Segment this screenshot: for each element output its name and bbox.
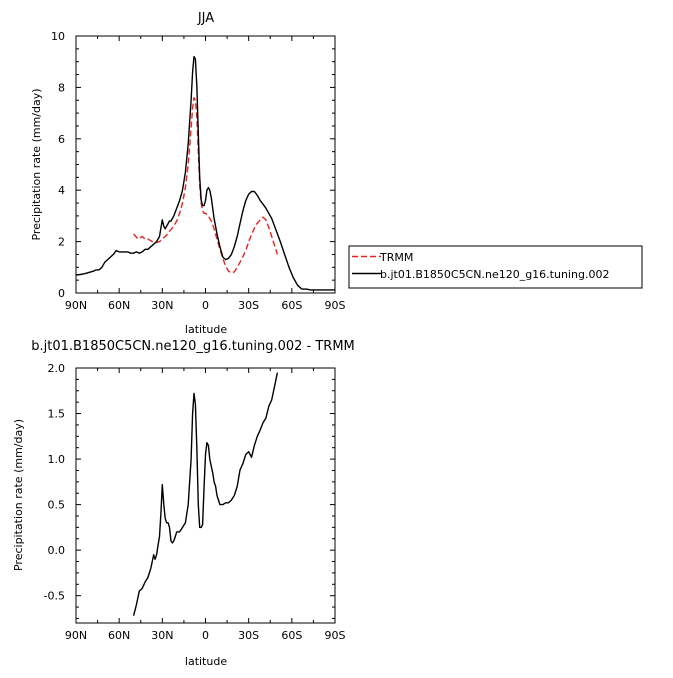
panel-bottom: b.jt01.B1850C5CN.ne120_g16.tuning.002 - … bbox=[12, 339, 355, 668]
x-tick-label: 30N bbox=[151, 629, 173, 642]
legend: TRMM b.jt01.B1850C5CN.ne120_g16.tuning.0… bbox=[348, 245, 643, 289]
series-line-model bbox=[75, 55, 335, 291]
x-tick-label: 90N bbox=[65, 629, 87, 642]
x-tick-label: 60S bbox=[281, 629, 302, 642]
panel-top: JJA Precipitation rate (mm/day) latitude… bbox=[30, 11, 346, 336]
x-tick-label: 30S bbox=[238, 299, 259, 312]
chart-title-top: JJA bbox=[197, 11, 214, 26]
y-tick-label: 4 bbox=[58, 184, 65, 197]
plot-frame-bottom bbox=[75, 367, 336, 624]
x-tick-label: 60S bbox=[281, 299, 302, 312]
x-tick-label: 30S bbox=[238, 629, 259, 642]
x-tick-label: 0 bbox=[202, 299, 209, 312]
y-tick-label: -0.5 bbox=[44, 590, 65, 603]
legend-box bbox=[348, 245, 643, 289]
y-tick-label: 2 bbox=[58, 236, 65, 249]
y-tick-label: 1.0 bbox=[48, 453, 66, 466]
y-tick-label: 1.5 bbox=[48, 408, 66, 421]
series-line-trmm bbox=[133, 97, 279, 274]
x-tick-label: 90N bbox=[65, 299, 87, 312]
x-tick-label: 60N bbox=[108, 629, 130, 642]
y-tick-label: 0.0 bbox=[48, 544, 66, 557]
series-line-difference bbox=[132, 372, 279, 616]
y-axis-label-top: Precipitation rate (mm/day) bbox=[30, 88, 43, 240]
x-tick-label: 60N bbox=[108, 299, 130, 312]
y-tick-label: 10 bbox=[51, 30, 65, 43]
x-axis-label-top: latitude bbox=[185, 323, 227, 336]
y-tick-label: 6 bbox=[58, 133, 65, 146]
plot-frame-top bbox=[75, 35, 336, 294]
legend-label-trmm: TRMM bbox=[379, 251, 413, 264]
y-tick-label: 2.0 bbox=[48, 362, 66, 375]
x-tick-label: 90S bbox=[325, 299, 346, 312]
x-tick-label: 0 bbox=[202, 629, 209, 642]
x-axis-label-bottom: latitude bbox=[185, 655, 227, 668]
x-tick-label: 30N bbox=[151, 299, 173, 312]
y-tick-label: 8 bbox=[58, 81, 65, 94]
legend-label-model: b.jt01.B1850C5CN.ne120_g16.tuning.002 bbox=[380, 268, 609, 281]
y-axis-label-bottom: Precipitation rate (mm/day) bbox=[12, 419, 25, 571]
y-tick-label: 0.5 bbox=[48, 499, 66, 512]
x-tick-label: 90S bbox=[325, 629, 346, 642]
chart-title-bottom: b.jt01.B1850C5CN.ne120_g16.tuning.002 - … bbox=[31, 339, 355, 354]
y-tick-label: 0 bbox=[58, 287, 65, 300]
